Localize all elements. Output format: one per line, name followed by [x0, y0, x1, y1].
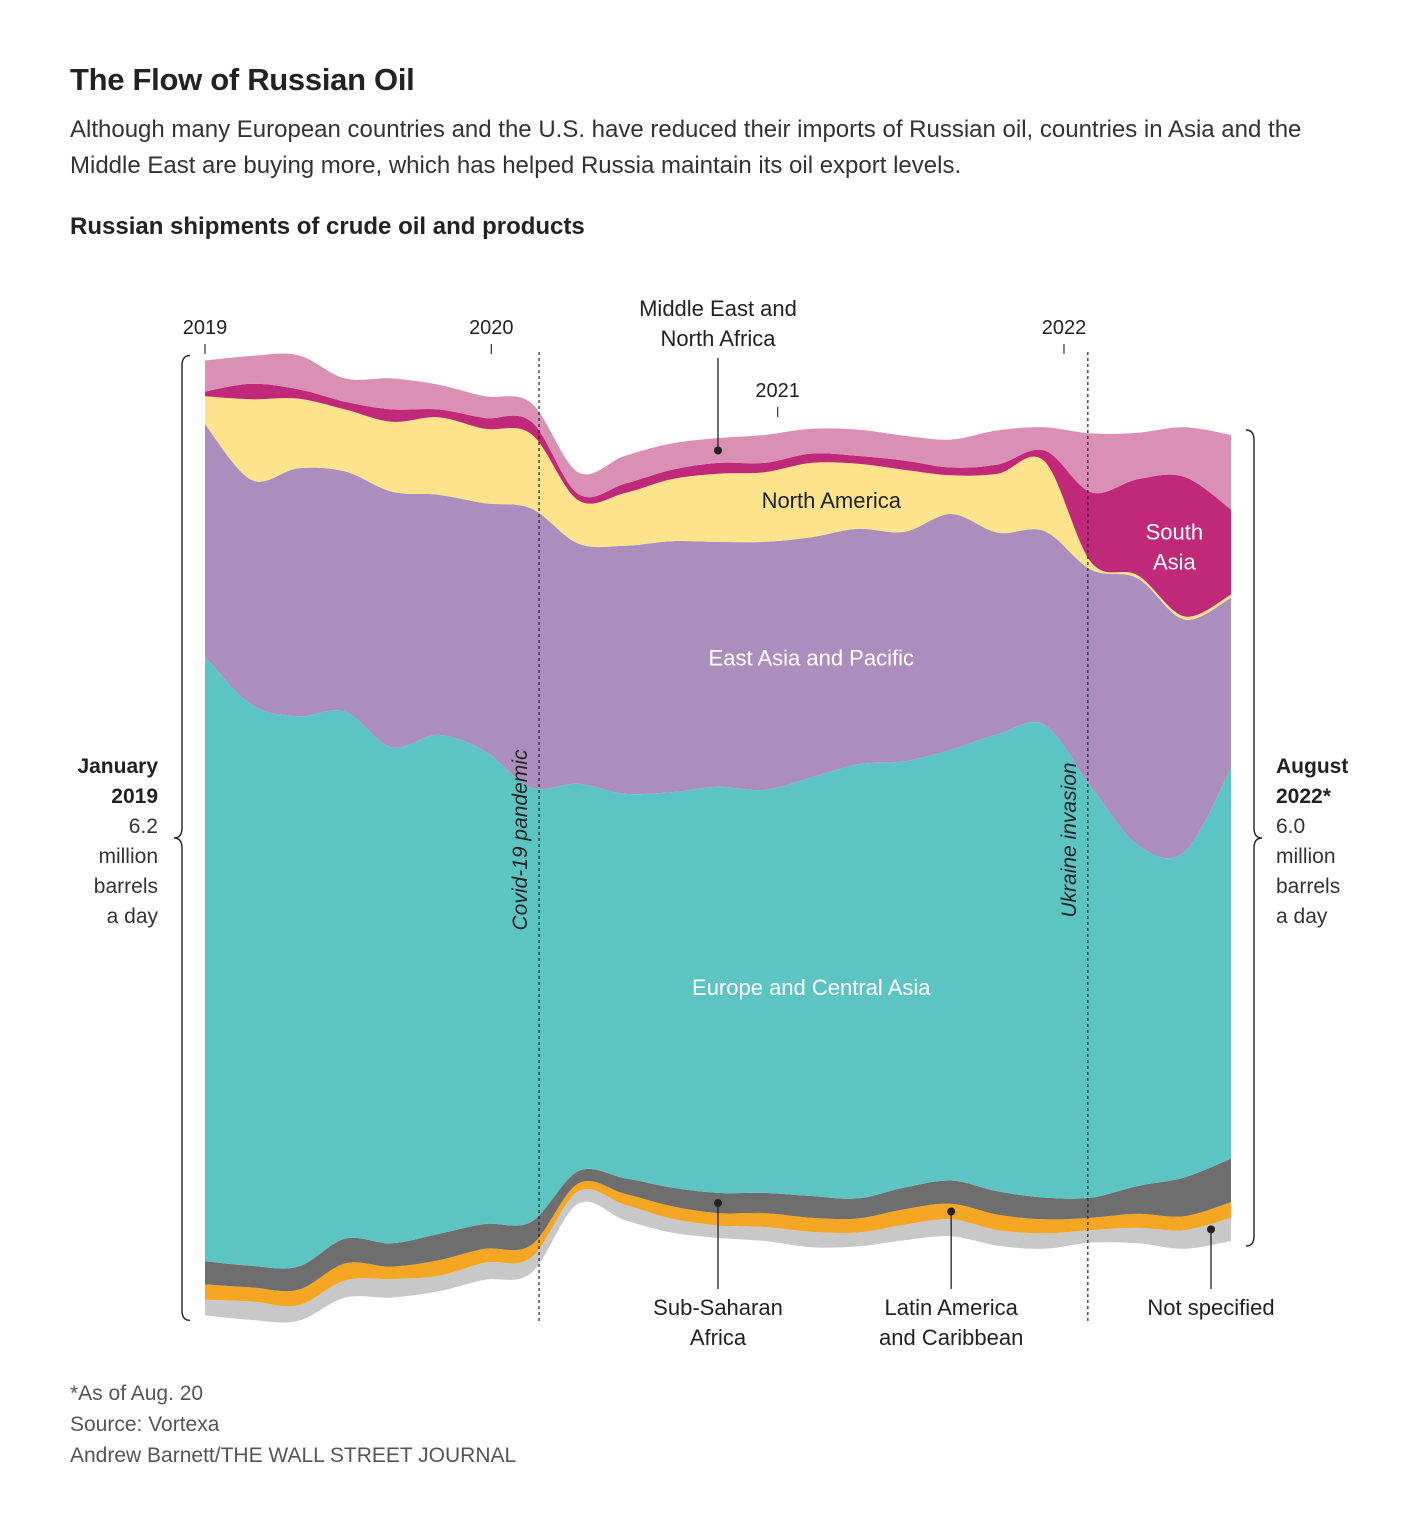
right-total-date-month: August — [1276, 755, 1349, 778]
x-tick-label-2022: 2022 — [1042, 317, 1087, 339]
right-total-date-year: 2022* — [1276, 785, 1331, 808]
left-total-value: 6.2 — [128, 815, 158, 838]
source-note: Source: Vortexa — [70, 1413, 220, 1436]
callout-dot-latin-america-and-caribbean — [947, 1207, 956, 1216]
left-total-date-year: 2019 — [111, 785, 158, 808]
left-total-date-month: January — [77, 755, 158, 778]
layer-sub-saharan-africa — [205, 1158, 1231, 1292]
left-total-unit-2: barrels — [93, 875, 158, 898]
event-label-ukraine-invasion: Ukraine invasion — [1058, 762, 1081, 917]
callout-label-latin-america-and-caribbean-line-2: and Caribbean — [879, 1325, 1023, 1350]
area-label-europe-and-central-asia: Europe and Central Asia — [692, 975, 931, 1000]
left-total-unit-3: a day — [106, 905, 158, 928]
callout-label-not-specified: Not specified — [1147, 1295, 1274, 1320]
x-tick-label-2019: 2019 — [183, 317, 228, 339]
credit-note: Andrew Barnett/THE WALL STREET JOURNAL — [70, 1444, 517, 1467]
layer-middle-east-and-north-africa — [205, 353, 1231, 510]
layer-latin-america-and-caribbean — [205, 1181, 1231, 1307]
area-label-south-asia-line-1: South — [1146, 520, 1204, 545]
total-bracket-left — [173, 354, 191, 1322]
callout-label-sub-saharan-africa-line-1: Sub-Saharan — [653, 1295, 783, 1320]
layer-europe-and-central-asia — [205, 656, 1231, 1269]
left-total-unit-1: million — [98, 845, 158, 868]
total-bracket-right — [1245, 429, 1263, 1247]
callout-label-sub-saharan-africa-line-2: Africa — [690, 1325, 747, 1350]
layer-north-america — [205, 396, 1231, 620]
layer-not-specified — [205, 1188, 1231, 1323]
right-total-unit-3: a day — [1276, 905, 1328, 928]
stream-layers — [205, 353, 1231, 1323]
callout-label-middle-east-and-north-africa-line-2: North Africa — [661, 326, 777, 351]
right-total-unit-2: barrels — [1276, 875, 1341, 898]
right-total-value: 6.0 — [1276, 815, 1306, 838]
area-label-east-asia-and-pacific: East Asia and Pacific — [709, 645, 914, 670]
footnote: *As of Aug. 20 — [70, 1382, 204, 1405]
area-label-north-america: North America — [762, 488, 902, 513]
right-total-label: August 2022* 6.0 million barrels a day — [1276, 752, 1348, 932]
callout-label-middle-east-and-north-africa-line-1: Middle East and — [639, 296, 797, 321]
chart-title: The Flow of Russian Oil — [70, 62, 415, 97]
callout-label-latin-america-and-caribbean-line-1: Latin America — [885, 1295, 1019, 1320]
area-label-south-asia-line-2: Asia — [1153, 550, 1197, 575]
chart-heading: Russian shipments of crude oil and produ… — [70, 213, 585, 240]
x-tick-label-2020: 2020 — [469, 317, 514, 339]
callout-dot-middle-east-and-north-africa — [714, 446, 722, 455]
callout-dot-not-specified — [1207, 1225, 1215, 1234]
x-tick-label-2021: 2021 — [755, 380, 800, 402]
left-total-label: January 2019 6.2 million barrels a day — [77, 752, 158, 932]
chart-subtitle: Although many European countries and the… — [70, 116, 1302, 179]
callout-dot-sub-saharan-africa — [714, 1199, 722, 1208]
event-label-covid-19-pandemic: Covid-19 pandemic — [509, 749, 532, 930]
layer-east-asia-and-pacific — [205, 424, 1231, 859]
right-total-unit-1: million — [1276, 845, 1336, 868]
